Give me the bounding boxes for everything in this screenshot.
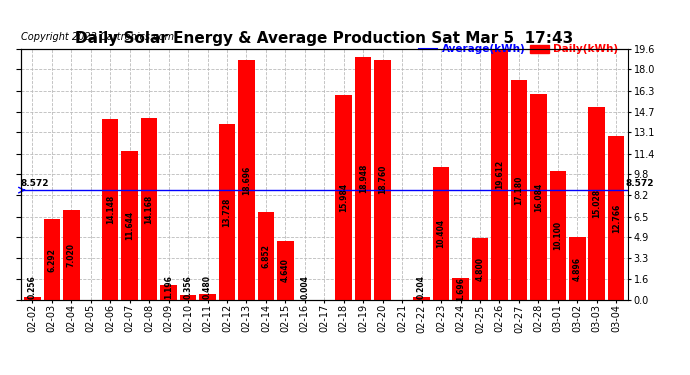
Text: 19.612: 19.612 [495, 160, 504, 189]
Text: 12.766: 12.766 [612, 204, 621, 233]
Legend: Average(kWh), Daily(kWh): Average(kWh), Daily(kWh) [415, 40, 622, 58]
Bar [219, 124, 235, 300]
Text: 6.852: 6.852 [262, 244, 270, 268]
Text: 10.100: 10.100 [553, 221, 562, 250]
Text: 10.404: 10.404 [437, 219, 446, 248]
Text: 7.020: 7.020 [67, 243, 76, 267]
Text: 15.028: 15.028 [592, 189, 601, 218]
Bar [452, 278, 469, 300]
Text: 14.148: 14.148 [106, 195, 115, 224]
Text: 6.292: 6.292 [48, 248, 57, 272]
Text: 0.480: 0.480 [203, 275, 212, 299]
Bar [608, 136, 624, 300]
Text: 18.760: 18.760 [378, 165, 387, 195]
Bar [43, 219, 60, 300]
Bar [63, 210, 79, 300]
Bar [589, 107, 605, 300]
Bar [433, 166, 449, 300]
Title: Daily Solar Energy & Average Production Sat Mar 5  17:43: Daily Solar Energy & Average Production … [75, 31, 573, 46]
Bar [511, 80, 527, 300]
Text: 0.356: 0.356 [184, 276, 193, 299]
Text: 0.256: 0.256 [28, 276, 37, 299]
Text: 8.572: 8.572 [21, 179, 49, 188]
Text: 16.084: 16.084 [534, 182, 543, 212]
Text: 18.948: 18.948 [359, 164, 368, 193]
Text: 15.984: 15.984 [339, 183, 348, 212]
Bar [277, 240, 294, 300]
Bar [24, 297, 41, 300]
Bar [569, 237, 586, 300]
Bar [102, 118, 119, 300]
Bar [180, 296, 197, 300]
Bar [257, 212, 274, 300]
Text: 0.004: 0.004 [300, 276, 309, 299]
Bar [375, 60, 391, 300]
Text: 18.696: 18.696 [242, 165, 251, 195]
Text: 1.696: 1.696 [456, 277, 465, 301]
Bar [199, 294, 216, 300]
Bar [141, 118, 157, 300]
Text: 11.644: 11.644 [125, 211, 134, 240]
Text: Copyright 2022 Cartronics.com: Copyright 2022 Cartronics.com [21, 33, 174, 42]
Text: 13.728: 13.728 [222, 197, 231, 227]
Bar [530, 94, 546, 300]
Bar [238, 60, 255, 300]
Text: 8.572: 8.572 [626, 179, 654, 188]
Bar [549, 171, 566, 300]
Bar [335, 95, 352, 300]
Bar [491, 49, 508, 300]
Text: 1.196: 1.196 [164, 276, 173, 299]
Bar [121, 151, 138, 300]
Bar [472, 238, 489, 300]
Bar [413, 297, 430, 300]
Text: 4.800: 4.800 [475, 257, 484, 281]
Bar [160, 285, 177, 300]
Text: 14.168: 14.168 [145, 195, 154, 224]
Text: 0.204: 0.204 [417, 276, 426, 299]
Text: 4.896: 4.896 [573, 256, 582, 280]
Text: 17.180: 17.180 [515, 175, 524, 205]
Text: 4.640: 4.640 [281, 258, 290, 282]
Bar [355, 57, 371, 300]
